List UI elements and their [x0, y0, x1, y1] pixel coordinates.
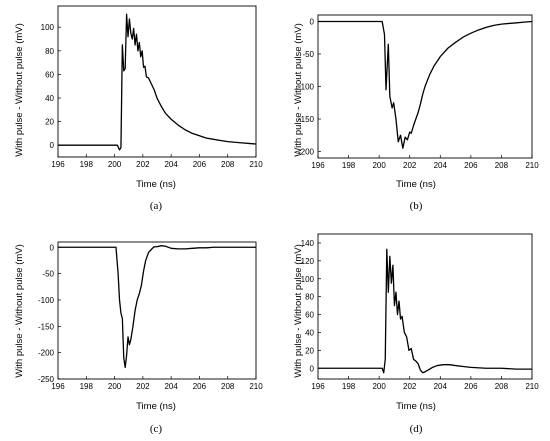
x-tick-label: 208: [495, 161, 509, 170]
x-tick-label: 202: [136, 160, 150, 169]
y-tick-label: 0: [310, 364, 315, 373]
y-tick-label: 60: [45, 70, 54, 79]
x-tick-label: 210: [525, 382, 539, 391]
x-tick-label: 208: [221, 382, 235, 391]
x-axis-title: Time (ns): [136, 179, 176, 190]
y-tick-label: -100: [38, 296, 55, 305]
x-tick-label: 200: [108, 160, 122, 169]
y-tick-label: -200: [38, 349, 55, 358]
panel-a: With pulse - Without pulse (mV) Time (ns…: [14, 5, 263, 212]
y-tick-label: -50: [42, 270, 54, 279]
y-axis-title: With pulse - Without pulse (mV): [14, 244, 25, 378]
panel-caption: (d): [410, 423, 423, 435]
x-tick-label: 202: [136, 382, 150, 391]
y-axis-title: With pulse - Without pulse (mV): [293, 23, 304, 157]
x-axis-title: Time (ns): [136, 401, 176, 412]
x-tick-label: 208: [495, 382, 509, 391]
panel-d: With pulse - Without pulse (mV) Time (ns…: [293, 233, 539, 435]
x-tick-label: 202: [403, 161, 417, 170]
y-tick-label: 40: [45, 94, 54, 103]
panel-c: With pulse - Without pulse (mV) Time (ns…: [14, 241, 263, 435]
panel-caption: (c): [150, 423, 163, 435]
x-tick-label: 200: [372, 382, 386, 391]
y-tick-label: -200: [298, 148, 315, 157]
x-tick-label: 196: [311, 161, 325, 170]
signal-line: [318, 248, 532, 374]
y-axis-title: With pulse - Without pulse (mV): [293, 244, 304, 378]
y-tick-label: -50: [302, 50, 314, 59]
x-tick-label: 196: [51, 382, 65, 391]
plot-frame: [57, 5, 257, 158]
y-tick-label: 60: [305, 311, 314, 320]
x-tick-label: 196: [311, 382, 325, 391]
panel-caption: (b): [410, 200, 423, 212]
x-tick-label: 196: [51, 160, 65, 169]
x-tick-label: 200: [108, 382, 122, 391]
y-tick-label: 140: [301, 239, 315, 248]
y-tick-label: 80: [305, 293, 314, 302]
signal-line: [58, 13, 257, 151]
x-tick-label: 198: [80, 160, 94, 169]
x-axis-title: Time (ns): [396, 401, 436, 412]
y-axis-title: With pulse - Without pulse (mV): [14, 23, 25, 157]
y-tick-label: 120: [301, 257, 315, 266]
y-tick-label: 0: [310, 18, 315, 27]
x-tick-label: 204: [164, 160, 178, 169]
signal-line: [58, 245, 256, 369]
x-tick-label: 198: [80, 382, 94, 391]
plot-frame: [317, 233, 533, 380]
x-tick-label: 208: [221, 160, 235, 169]
y-tick-label: 100: [301, 275, 315, 284]
x-tick-label: 210: [249, 382, 263, 391]
y-tick-label: 80: [45, 47, 54, 56]
x-tick-label: 202: [403, 382, 417, 391]
y-tick-label: -250: [38, 375, 55, 384]
x-tick-label: 204: [434, 382, 448, 391]
x-tick-label: 206: [464, 161, 478, 170]
y-tick-label: -150: [38, 322, 55, 331]
x-tick-label: 206: [193, 160, 207, 169]
x-tick-label: 204: [164, 382, 178, 391]
y-tick-label: 20: [305, 346, 314, 355]
x-tick-label: 210: [249, 160, 263, 169]
y-tick-label: 0: [50, 243, 55, 252]
y-tick-label: -100: [298, 83, 315, 92]
x-tick-label: 206: [193, 382, 207, 391]
x-tick-label: 200: [372, 161, 386, 170]
x-tick-label: 206: [464, 382, 478, 391]
x-tick-label: 204: [434, 161, 448, 170]
x-tick-label: 198: [342, 382, 356, 391]
panel-caption: (a): [150, 200, 163, 212]
y-tick-label: 20: [45, 118, 54, 127]
x-axis-title: Time (ns): [396, 179, 436, 190]
y-tick-label: 100: [41, 23, 55, 32]
signal-line: [318, 20, 533, 149]
x-tick-label: 210: [525, 161, 539, 170]
y-tick-label: -150: [298, 115, 315, 124]
panel-b: With pulse - Without pulse (mV) Time (ns…: [293, 14, 539, 212]
plot-frame: [57, 241, 257, 380]
y-tick-label: 40: [305, 328, 314, 337]
x-tick-label: 198: [342, 161, 356, 170]
y-tick-label: 0: [50, 141, 55, 150]
